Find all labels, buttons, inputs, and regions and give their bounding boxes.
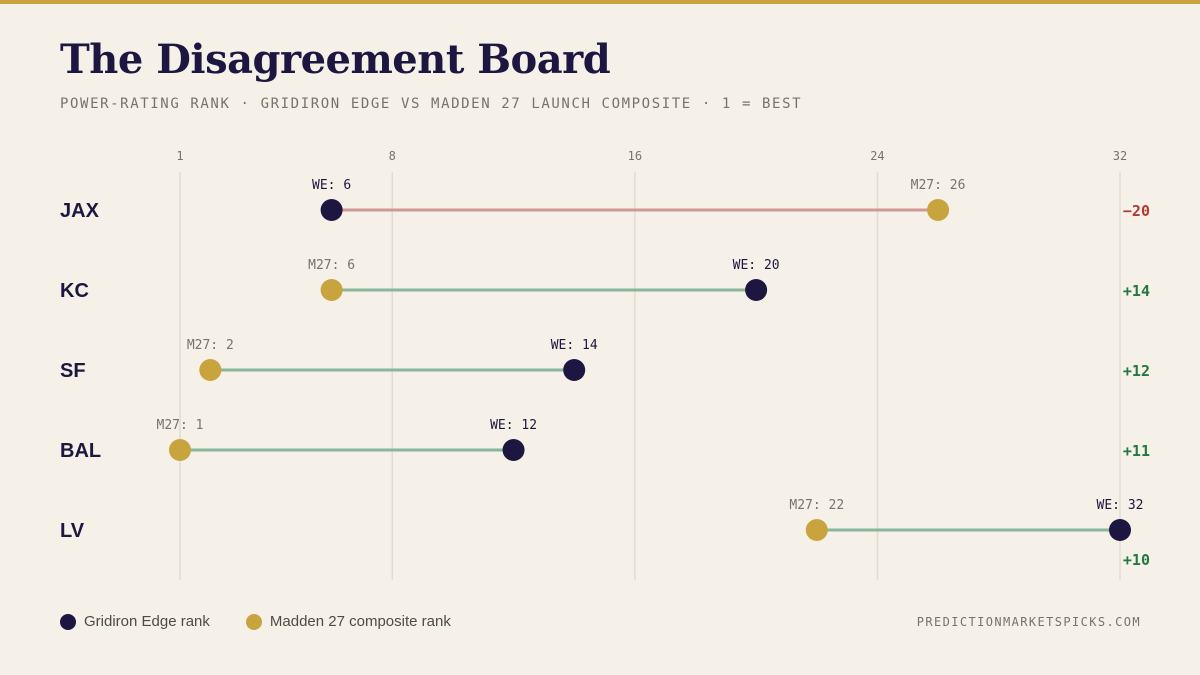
source-credit: PREDICTIONMARKETSPICKS.COM — [916, 615, 1141, 629]
madden-rank-point — [320, 279, 343, 301]
edge-rank-point — [745, 279, 768, 301]
top-accent-bar — [0, 0, 1200, 4]
madden-rank-point — [805, 519, 828, 541]
x-tick-label: 32 — [1113, 149, 1127, 163]
madden-value-label: M27: 22 — [789, 498, 844, 513]
madden-value-label: M27: 2 — [187, 338, 234, 353]
edge-value-label: WE: 14 — [551, 338, 598, 353]
x-tick-label: 24 — [870, 149, 884, 163]
edge-value-label: WE: 20 — [733, 258, 780, 273]
edge-rank-point — [1109, 519, 1131, 541]
legend-swatch-madden — [245, 613, 262, 630]
madden-rank-point — [199, 359, 222, 381]
edge-value-label: WE: 12 — [490, 418, 537, 433]
madden-value-label: M27: 1 — [157, 418, 204, 433]
legend: Gridiron Edge rank Madden 27 composite r… — [60, 613, 487, 630]
team-label: LV — [60, 520, 85, 542]
madden-value-label: M27: 26 — [911, 178, 966, 193]
edge-value-label: WE: 32 — [1097, 498, 1144, 513]
legend-item-madden: Madden 27 composite rank — [245, 613, 451, 630]
dumbbell-chart: 1 8 16 24 32 JAX M27: 26 WE: 6 −20 KC M27: 6 WE: 20… — [60, 149, 1150, 580]
x-tick-label: 1 — [176, 149, 183, 163]
madden-value-label: M27: 6 — [308, 258, 355, 273]
legend-swatch-edge — [60, 613, 76, 630]
page-subtitle: POWER-RATING RANK · GRIDIRON EDGE VS MAD… — [60, 96, 803, 112]
difference-label: +12 — [1123, 362, 1150, 380]
legend-label-madden: Madden 27 composite rank — [269, 613, 451, 630]
madden-rank-point — [169, 439, 191, 461]
team-label: BAL — [60, 440, 101, 462]
edge-value-label: WE: 6 — [312, 178, 351, 193]
team-label: JAX — [60, 200, 100, 222]
difference-label: +11 — [1123, 442, 1150, 460]
madden-rank-point — [927, 199, 950, 221]
team-label: KC — [60, 280, 89, 302]
edge-rank-point — [563, 359, 586, 381]
difference-label: +10 — [1123, 551, 1150, 569]
x-tick-label: 8 — [389, 149, 396, 163]
x-tick-label: 16 — [628, 149, 642, 163]
page-title: The Disagreement Board — [60, 36, 611, 83]
edge-rank-point — [320, 199, 343, 221]
edge-rank-point — [502, 439, 525, 461]
legend-item-edge: Gridiron Edge rank — [60, 613, 210, 630]
difference-label: +14 — [1123, 282, 1150, 300]
team-label: SF — [60, 360, 86, 382]
legend-label-edge: Gridiron Edge rank — [84, 613, 210, 630]
difference-label: −20 — [1123, 202, 1150, 220]
